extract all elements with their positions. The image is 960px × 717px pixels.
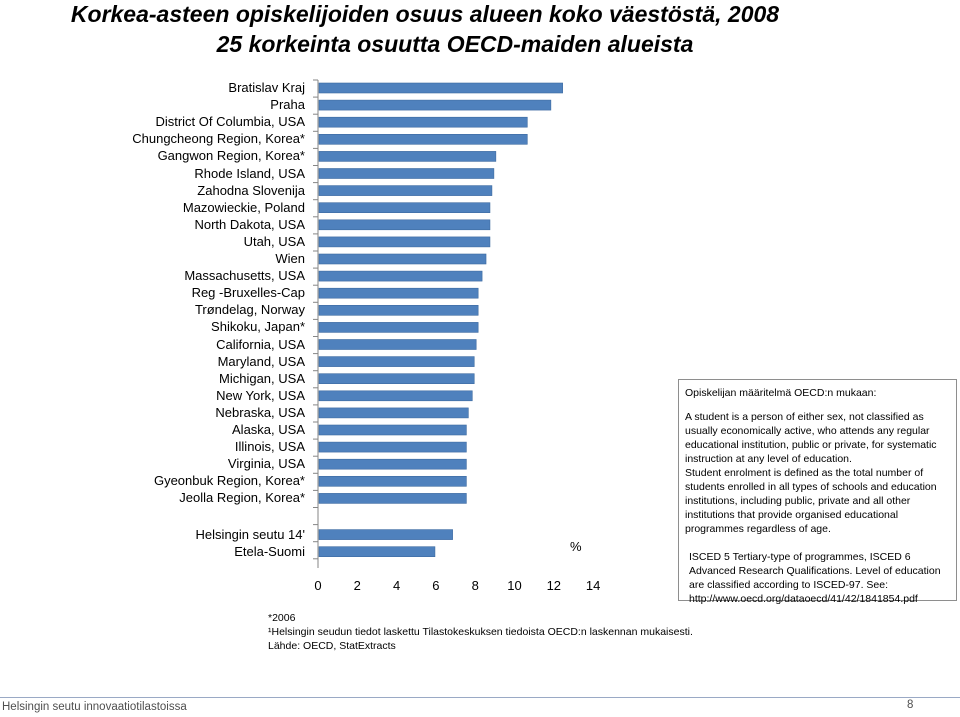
definition-box: Opiskelijan määritelmä OECD:n mukaan: A … <box>678 379 957 605</box>
category-label: Etela-Suomi <box>234 543 305 559</box>
bar <box>318 424 467 436</box>
chart-title-line2: 25 korkeinta osuutta OECD-maiden alueist… <box>216 31 694 57</box>
bar <box>318 202 491 213</box>
page-number: 8 <box>907 699 914 711</box>
category-label: Nebraska, USA <box>215 404 305 420</box>
category-label: Gangwon Region, Korea* <box>157 148 305 164</box>
x-tick-label: 2 <box>353 578 361 593</box>
category-label: Shikoku, Japan* <box>211 319 305 335</box>
unit-label: % <box>570 539 582 554</box>
x-tick-label: 14 <box>585 578 601 593</box>
bar <box>318 390 473 402</box>
footnote-year: *2006 <box>268 612 296 624</box>
category-label: Michigan, USA <box>219 370 305 386</box>
bar <box>318 99 552 111</box>
bar <box>318 116 528 128</box>
category-label: Zahodna Slovenija <box>197 182 305 198</box>
category-label: Massachusetts, USA <box>184 268 305 284</box>
bar <box>318 441 467 453</box>
category-label: Jeolla Region, Korea* <box>179 490 305 506</box>
footnotes: *2006 ¹Helsingin seudun tiedot laskettu … <box>268 611 693 653</box>
x-tick-label: 4 <box>392 578 401 593</box>
definition-title: Opiskelijan määritelmä OECD:n mukaan: <box>685 387 877 399</box>
category-label: Alaska, USA <box>232 422 305 437</box>
x-tick-label: 10 <box>507 578 522 593</box>
bar <box>318 134 528 145</box>
bar <box>318 219 491 231</box>
bar <box>318 82 563 94</box>
category-label: Mazowieckie, Poland <box>182 199 305 215</box>
category-label: Reg -Bruxelles-Cap <box>191 285 305 301</box>
category-label: District Of Columbia, USA <box>155 114 305 130</box>
definition-paragraph-2: Student enrolment is defined as the tota… <box>685 467 937 535</box>
category-label: Virginia, USA <box>227 456 305 472</box>
bar <box>318 287 479 299</box>
x-tick-label: 0 <box>314 578 322 593</box>
bar <box>318 339 477 350</box>
category-label: Wien <box>275 251 305 266</box>
bar <box>318 546 436 558</box>
bar <box>318 322 479 333</box>
category-label: Utah, USA <box>243 233 305 249</box>
bar <box>318 529 453 540</box>
category-label: Gyeonbuk Region, Korea* <box>153 473 305 489</box>
definition-paragraph-3: ISCED 5 Tertiary-type of programmes, ISC… <box>689 551 941 605</box>
category-label: New York, USA <box>216 387 305 403</box>
category-label: North Dakota, USA <box>194 216 305 232</box>
category-label: Praha <box>270 97 305 113</box>
bar <box>318 493 467 504</box>
category-label: Chungcheong Region, Korea* <box>132 131 305 147</box>
x-tick-label: 12 <box>546 578 562 593</box>
bar <box>318 236 491 248</box>
footer-divider <box>0 697 960 698</box>
bar <box>318 185 493 196</box>
category-label: Bratislav Kraj <box>228 80 305 95</box>
category-label: Trøndelag, Norway <box>194 302 305 318</box>
footnote-source: Lähde: OECD, StatExtracts <box>268 640 396 652</box>
bar <box>318 151 497 162</box>
bar <box>318 475 467 487</box>
bar <box>318 253 487 265</box>
definition-paragraph-1: A student is a person of either sex, not… <box>685 411 937 465</box>
bar <box>318 304 479 316</box>
bar <box>318 373 475 385</box>
bar <box>318 168 495 179</box>
x-tick-label: 6 <box>432 578 440 593</box>
category-label: California, USA <box>216 336 305 352</box>
chart-title-line1: Korkea-asteen opiskelijoiden osuus aluee… <box>70 1 780 27</box>
bar <box>318 458 467 470</box>
category-label: Helsingin seutu 14' <box>195 526 305 542</box>
category-label: Illinois, USA <box>234 439 305 455</box>
category-label: Maryland, USA <box>217 353 305 369</box>
bar <box>318 270 483 282</box>
bar <box>318 407 469 419</box>
bar <box>318 356 475 367</box>
x-tick-label: 8 <box>471 578 479 593</box>
footer-title: Helsingin seutu innovaatiotilastoissa <box>2 701 187 713</box>
footnote-helsinki: ¹Helsingin seudun tiedot laskettu Tilast… <box>268 626 693 638</box>
category-label: Rhode Island, USA <box>194 165 305 181</box>
